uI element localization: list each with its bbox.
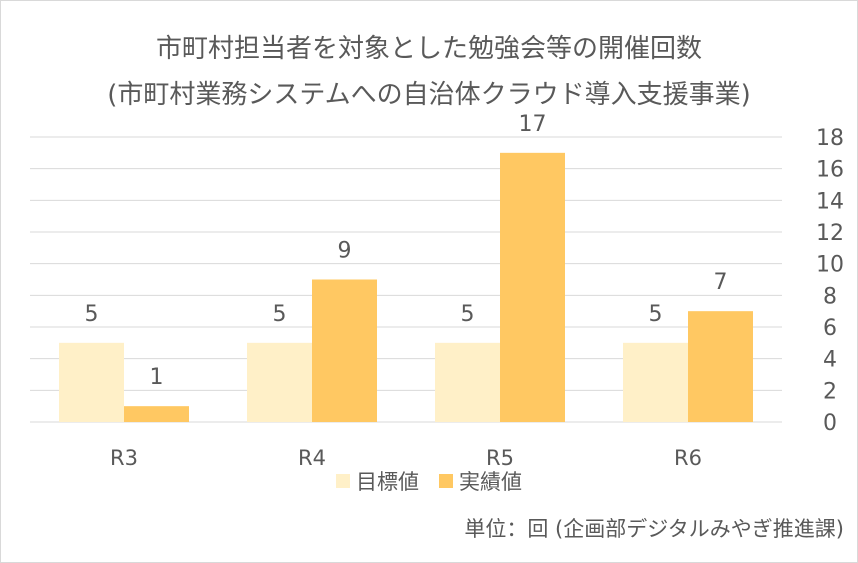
y-tick-label-4: 4: [823, 348, 837, 373]
legend-item-target: 目標値: [336, 466, 419, 496]
bar-R5-実績値: [500, 152, 565, 423]
y-axis-tick-labels: 0 2 4 6 8 10 12 14 16 18: [816, 126, 844, 436]
data-label-R4-実績値: 9: [338, 239, 352, 264]
y-tick-label-2: 2: [823, 379, 837, 404]
data-label-R4-目標値: 5: [273, 302, 287, 327]
legend-item-actual: 実績値: [439, 466, 522, 496]
y-tick-label-12: 12: [816, 221, 844, 246]
bar-R5-目標値: [435, 342, 500, 422]
x-tick-label-R6: R6: [674, 446, 702, 470]
y-tick-label-10: 10: [816, 253, 844, 278]
bar-R4-目標値: [247, 342, 312, 422]
y-tick-label-8: 8: [823, 284, 837, 309]
chart-title-line2: (市町村業務システムへの自治体クラウド導入支援事業): [107, 80, 751, 110]
chart-title-line1: 市町村担当者を対象とした勉強会等の開催回数: [155, 34, 702, 64]
legend: 目標値 実績値: [0, 466, 858, 496]
y-tick-label-18: 18: [816, 126, 844, 151]
x-tick-label-R3: R3: [110, 446, 138, 470]
data-label-R6-実績値: 7: [714, 270, 728, 295]
bar-R3-実績値: [124, 406, 189, 422]
data-label-R3-目標値: 5: [85, 302, 99, 327]
bar-R6-目標値: [623, 342, 688, 422]
legend-swatch-actual: [439, 474, 453, 488]
bar-R3-目標値: [59, 342, 124, 422]
legend-swatch-target: [336, 474, 350, 488]
bar-R4-実績値: [312, 279, 377, 422]
legend-label-target: 目標値: [356, 470, 419, 494]
y-tick-label-16: 16: [816, 158, 844, 183]
y-tick-label-6: 6: [823, 316, 837, 341]
x-axis-tick-labels: R3 R4 R5 R6: [110, 446, 702, 470]
y-tick-label-0: 0: [823, 411, 837, 436]
data-labels: 5 1 5 9 5 17 5 7: [85, 112, 728, 390]
legend-label-actual: 実績値: [459, 470, 522, 494]
unit-source-note: 単位：回 (企画部デジタルみやぎ推進課): [464, 517, 844, 541]
y-tick-label-14: 14: [816, 189, 844, 214]
data-label-R6-目標値: 5: [649, 302, 663, 327]
data-label-R3-実績値: 1: [150, 365, 164, 390]
bar-R6-実績値: [688, 311, 753, 422]
bars: [59, 152, 753, 423]
data-label-R5-実績値: 17: [519, 112, 547, 137]
x-tick-label-R5: R5: [486, 446, 514, 470]
x-tick-label-R4: R4: [298, 446, 326, 470]
data-label-R5-目標値: 5: [461, 302, 475, 327]
